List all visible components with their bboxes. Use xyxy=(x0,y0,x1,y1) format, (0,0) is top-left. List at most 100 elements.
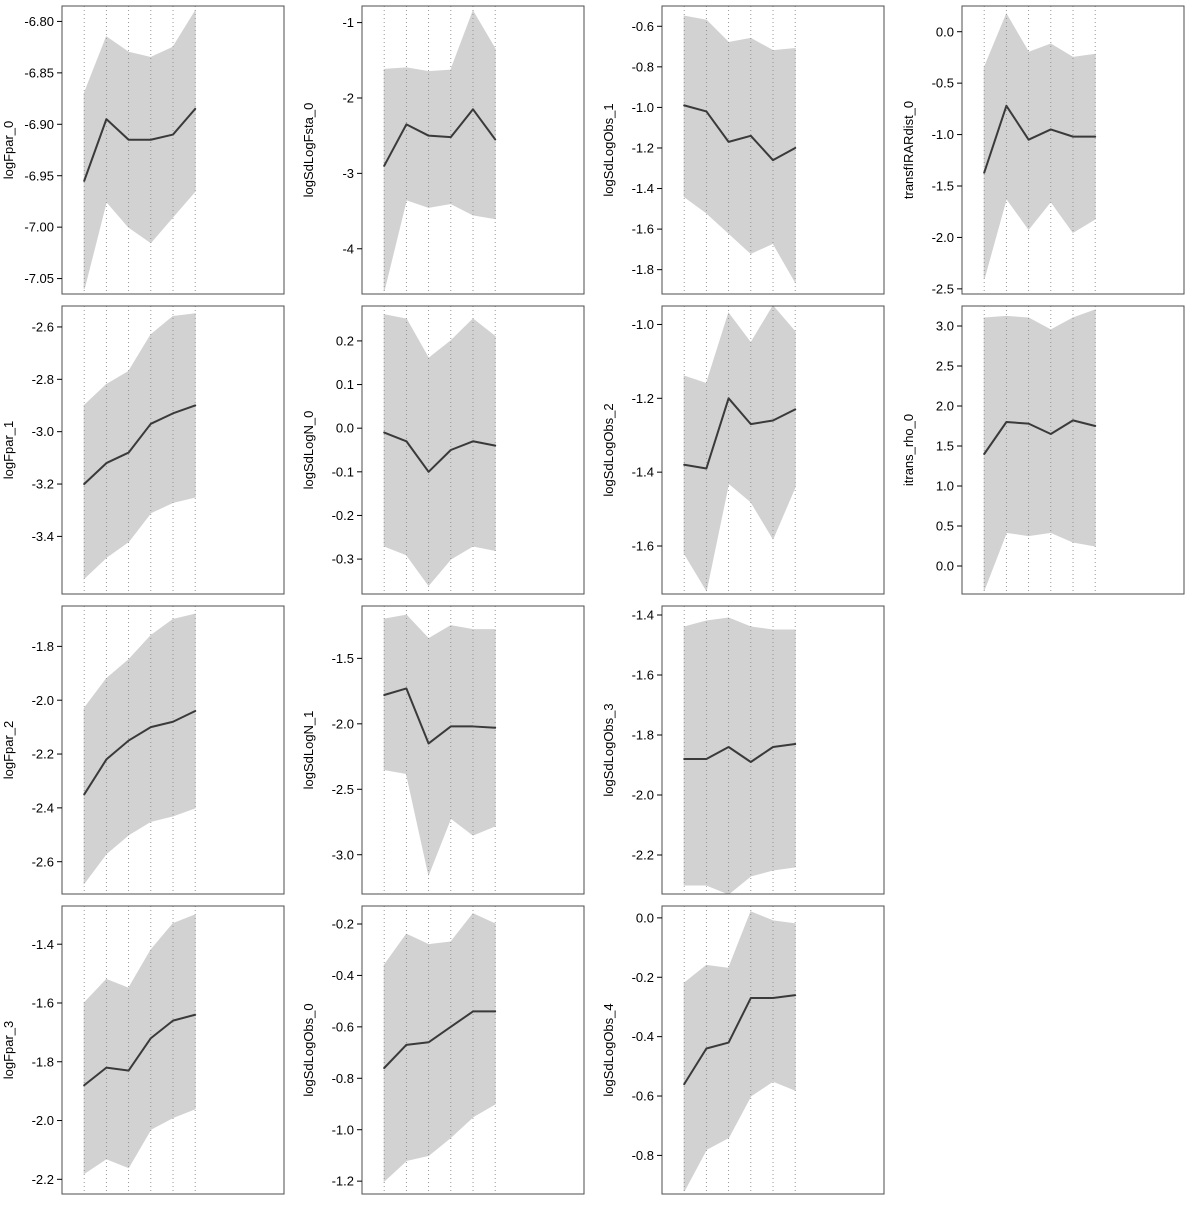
y-tick-label: -1.2 xyxy=(632,391,654,406)
y-tick-label: -2.4 xyxy=(32,800,54,815)
subplot-logSdLogObs_3: -1.4 -1.6 -1.8 -2.0 -2.2 logSdLogObs_3 xyxy=(601,605,885,895)
y-tick-label: -1 xyxy=(342,15,354,30)
y-tick-label: -1.6 xyxy=(632,222,654,237)
confidence-band xyxy=(983,309,1096,591)
y-tick-label: -6.95 xyxy=(24,168,54,183)
confidence-band xyxy=(683,911,796,1192)
subplot-logSdLogFsta_0: -1 -2 -3 -4 logSdLogFsta_0 xyxy=(301,5,585,295)
y-tick-label: -1.0 xyxy=(632,317,654,332)
y-tick-label: -1.8 xyxy=(32,639,54,654)
y-tick-label: -2.0 xyxy=(632,788,654,803)
y-axis-label: logSdLogN_1 xyxy=(301,711,316,790)
y-tick-label: -2.0 xyxy=(32,1113,54,1128)
y-tick-label: 0.0 xyxy=(936,24,954,39)
y-axis-label: logSdLogObs_1 xyxy=(601,103,616,196)
y-tick-label: -0.6 xyxy=(632,1089,654,1104)
confidence-band xyxy=(383,614,496,877)
confidence-band xyxy=(683,617,796,894)
plot-cell-logSdLogObs_2: -1.0 -1.2 -1.4 -1.6 logSdLogObs_2 xyxy=(600,300,900,600)
y-tick-label: -2.0 xyxy=(332,716,354,731)
subplot-logSdLogN_0: 0.2 0.1 0.0 -0.1 -0.2 -0.3 logSdLogN_0 xyxy=(301,305,585,595)
confidence-band xyxy=(983,13,1096,279)
y-tick-label: -3.0 xyxy=(32,424,54,439)
plot-box xyxy=(961,5,1185,295)
y-tick-label: -1.5 xyxy=(932,179,954,194)
y-tick-label: -1.4 xyxy=(632,181,654,196)
y-tick-label: -1.5 xyxy=(332,651,354,666)
plot-cell-logSdLogObs_0: -0.2 -0.4 -0.6 -0.8 -1.0 -1.2 logSdLogObs_0 xyxy=(300,900,600,1200)
subplot-transfIRARdist_0: 0.0 -0.5 -1.0 -1.5 -2.0 -2.5 transfIRARdist_0 xyxy=(901,5,1185,296)
y-axis-label: logFpar_3 xyxy=(1,1021,16,1080)
y-tick-label: -1.4 xyxy=(632,608,654,623)
confidence-band xyxy=(83,914,196,1175)
plot-cell-logSdLogObs_4: 0.0 -0.2 -0.4 -0.6 -0.8 logSdLogObs_4 xyxy=(600,900,900,1200)
y-axis-label: logFpar_0 xyxy=(1,121,16,180)
y-tick-label: -6.85 xyxy=(24,65,54,80)
confidence-band xyxy=(83,9,196,289)
y-tick-label: 2.0 xyxy=(936,399,954,414)
y-axis-label: transfIRARdist_0 xyxy=(901,101,916,199)
y-tick-label: -0.3 xyxy=(332,552,354,567)
y-tick-label: -1.2 xyxy=(632,141,654,156)
estimate-line xyxy=(683,104,797,162)
y-tick-label: 0.0 xyxy=(336,421,354,436)
y-tick-label: -1.0 xyxy=(332,1122,354,1137)
y-tick-label: -2.0 xyxy=(932,230,954,245)
plot-cell-logSdLogFsta_0: -1 -2 -3 -4 logSdLogFsta_0 xyxy=(300,0,600,300)
subplot-logFpar_1: -2.6 -2.8 -3.0 -3.2 -3.4 logFpar_1 xyxy=(1,305,285,595)
estimate-line xyxy=(83,404,197,486)
estimate-line xyxy=(683,994,797,1086)
plot-box xyxy=(661,5,885,295)
plot-box xyxy=(661,905,885,1195)
estimate-line xyxy=(383,1010,497,1069)
y-axis-label: logSdLogObs_0 xyxy=(301,1003,316,1096)
plot-box xyxy=(361,905,585,1195)
plot-box xyxy=(61,605,285,895)
y-tick-label: -1.8 xyxy=(32,1054,54,1069)
plot-box xyxy=(361,305,585,595)
y-tick-label: -0.5 xyxy=(932,76,954,91)
y-axis-label: logSdLogObs_4 xyxy=(601,1003,616,1096)
y-tick-label: -1.4 xyxy=(32,937,54,952)
plot-cell-logSdLogObs_1: -0.6 -0.8 -1.0 -1.2 -1.4 -1.6 -1.8 logSdLogObs_… xyxy=(600,0,900,300)
y-tick-label: -2 xyxy=(342,91,354,106)
subplot-logFpar_2: -1.8 -2.0 -2.2 -2.4 -2.6 logFpar_2 xyxy=(1,605,285,895)
y-tick-label: -0.2 xyxy=(632,970,654,985)
plot-cell-logFpar_1: -2.6 -2.8 -3.0 -3.2 -3.4 logFpar_1 xyxy=(0,300,300,600)
y-axis-label: logFpar_2 xyxy=(1,721,16,780)
y-tick-label: 1.0 xyxy=(936,479,954,494)
y-tick-label: 0.0 xyxy=(636,910,654,925)
y-tick-label: -2.6 xyxy=(32,854,54,869)
estimate-line xyxy=(683,397,797,470)
y-tick-label: 0.1 xyxy=(336,377,354,392)
y-tick-label: -2.5 xyxy=(932,281,954,296)
y-tick-label: -0.6 xyxy=(332,1019,354,1034)
estimate-line xyxy=(383,431,497,473)
confidence-band xyxy=(683,306,796,592)
y-tick-label: -3 xyxy=(342,166,354,181)
plot-cell-logSdLogObs_3: -1.4 -1.6 -1.8 -2.0 -2.2 logSdLogObs_3 xyxy=(600,600,900,900)
plot-cell-logFpar_0: -6.80 -6.85 -6.90 -6.95 -7.00 -7.05 logFpar_0 xyxy=(0,0,300,300)
y-tick-label: -0.2 xyxy=(332,917,354,932)
y-tick-label: -1.6 xyxy=(632,668,654,683)
y-tick-label: -0.8 xyxy=(632,1148,654,1163)
y-tick-label: -2.8 xyxy=(32,372,54,387)
confidence-band xyxy=(83,613,196,885)
y-tick-label: -3.2 xyxy=(32,477,54,492)
y-tick-label: -2.2 xyxy=(632,848,654,863)
plot-box xyxy=(61,305,285,595)
y-tick-label: -2.5 xyxy=(332,782,354,797)
y-tick-label: -1.0 xyxy=(932,127,954,142)
y-tick-label: -2.6 xyxy=(32,319,54,334)
y-tick-label: 0.2 xyxy=(336,333,354,348)
y-tick-label: 1.5 xyxy=(936,439,954,454)
y-axis-label: logSdLogFsta_0 xyxy=(301,103,316,198)
y-tick-label: -6.90 xyxy=(24,117,54,132)
estimate-line xyxy=(83,1013,197,1087)
plot-cell-logFpar_3: -1.4 -1.6 -1.8 -2.0 -2.2 logFpar_3 xyxy=(0,900,300,1200)
subplot-logSdLogObs_1: -0.6 -0.8 -1.0 -1.2 -1.4 -1.6 -1.8 logSdLogObs_… xyxy=(601,5,885,295)
plot-cell-itrans_rho_0: 3.0 2.5 2.0 1.5 1.0 0.5 0.0 itrans_rho_0 xyxy=(900,300,1200,600)
y-tick-label: -2.2 xyxy=(32,1172,54,1187)
y-tick-label: -6.80 xyxy=(24,14,54,29)
